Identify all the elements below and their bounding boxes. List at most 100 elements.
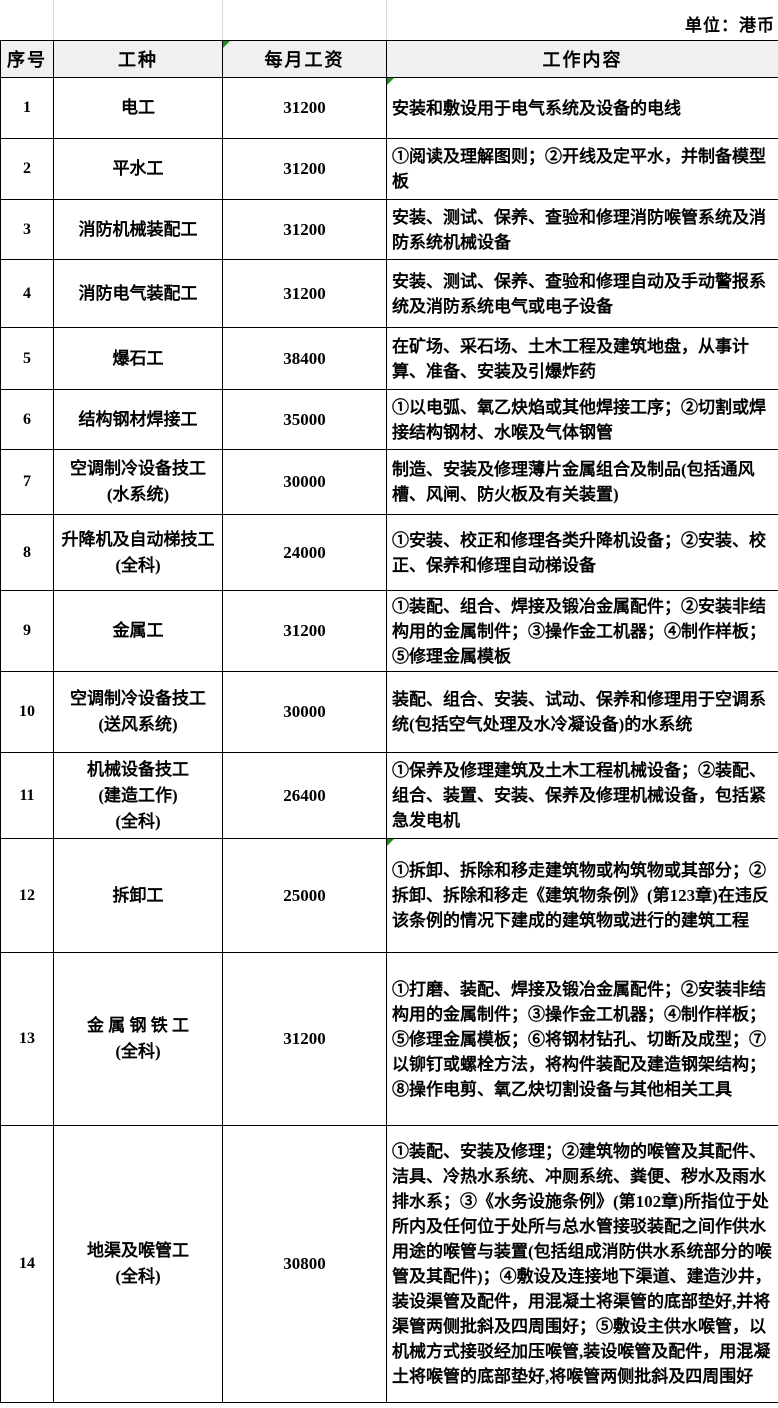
row-wage-cell[interactable]: 31200 bbox=[222, 138, 387, 200]
row-duties-cell[interactable]: 在矿场、采石场、土木工程及建筑地盘，从事计算、准备、安装及引爆炸药 bbox=[386, 327, 778, 390]
row-wage-cell-text: 31200 bbox=[283, 98, 326, 117]
row-trade-cell-text: 地渠及喉管工 (全科) bbox=[87, 1241, 189, 1286]
row-wage-cell-text: 30000 bbox=[283, 702, 326, 721]
row-wage-cell-text: 30800 bbox=[283, 1254, 326, 1273]
row-duties-cell[interactable]: ①阅读及理解图则；②开线及定平水，并制备模型板 bbox=[386, 138, 778, 200]
row-wage-cell[interactable]: 31200 bbox=[222, 199, 387, 260]
row-wage-cell[interactable]: 25000 bbox=[222, 838, 387, 953]
row-trade-cell-text: 金 属 钢 铁 工 (全科) bbox=[87, 1016, 189, 1061]
row-seq-cell-text: 12 bbox=[19, 886, 35, 904]
row-trade-cell-text: 消防机械装配工 bbox=[78, 219, 198, 239]
row-wage-cell[interactable]: 24000 bbox=[222, 514, 387, 591]
row-seq-cell-text: 6 bbox=[23, 410, 31, 428]
row-trade-cell[interactable]: 空调制冷设备技工 (水系统) bbox=[53, 449, 223, 515]
row-trade-cell[interactable]: 空调制冷设备技工 (送风系统) bbox=[53, 671, 223, 753]
row-seq-cell[interactable]: 8 bbox=[0, 514, 54, 591]
row-wage-cell[interactable]: 30000 bbox=[222, 671, 387, 753]
row-duties-cell[interactable]: ①安装、校正和修理各类升降机设备；②安装、校正、保养和修理自动梯设备 bbox=[386, 514, 778, 591]
row-duties-cell[interactable]: 安装、测试、保养、查验和修理自动及手动警报系统及消防系统电气或电子设备 bbox=[386, 259, 778, 328]
row-trade-cell[interactable]: 爆石工 bbox=[53, 327, 223, 390]
row-seq-cell[interactable]: 11 bbox=[0, 752, 54, 839]
header-cell-trade[interactable]: 工种 bbox=[53, 40, 223, 78]
row-duties-cell[interactable]: 安装、测试、保养、查验和修理消防喉管系统及消防系统机械设备 bbox=[386, 199, 778, 260]
row-wage-cell-text: 38400 bbox=[283, 348, 326, 368]
row-seq-cell[interactable]: 2 bbox=[0, 138, 54, 200]
row-duties-cell[interactable]: ①装配、组合、焊接及锻冶金属配件；②安装非结构用的金属制件；③操作金工机器；④制… bbox=[386, 590, 778, 672]
row-trade-cell[interactable]: 结构钢材焊接工 bbox=[53, 389, 223, 450]
row-wage-cell[interactable]: 31200 bbox=[222, 590, 387, 672]
row-wage-cell[interactable]: 31200 bbox=[222, 259, 387, 328]
row-trade-cell[interactable]: 地渠及喉管工 (全科) bbox=[53, 1125, 223, 1403]
table-row: 3 消防机械装配工 31200 安装、测试、保养、查验和修理消防喉管系统及消防系统机械… bbox=[0, 199, 778, 260]
row-seq-cell[interactable]: 1 bbox=[0, 77, 54, 139]
row-trade-cell-text: 金属工 bbox=[112, 621, 164, 640]
row-seq-cell[interactable]: 14 bbox=[0, 1125, 54, 1403]
row-duties-cell[interactable]: ①以电弧、氧乙炔焰或其他焊接工序；②切割或焊接结构钢材、水喉及气体钢管 bbox=[386, 389, 778, 450]
row-wage-cell-text: 35000 bbox=[283, 409, 326, 429]
row-seq-cell-text: 1 bbox=[23, 99, 31, 116]
row-trade-cell[interactable]: 消防电气装配工 bbox=[53, 259, 223, 328]
row-seq-cell[interactable]: 10 bbox=[0, 671, 54, 753]
row-seq-cell[interactable]: 12 bbox=[0, 838, 54, 953]
header-label: 工作内容 bbox=[542, 50, 623, 70]
row-trade-cell[interactable]: 消防机械装配工 bbox=[53, 199, 223, 260]
row-seq-cell[interactable]: 6 bbox=[0, 389, 54, 450]
row-seq-cell[interactable]: 7 bbox=[0, 449, 54, 515]
row-trade-cell-text: 空调制冷设备技工 (水系统) bbox=[70, 459, 206, 504]
row-trade-cell-text: 拆卸工 bbox=[112, 885, 164, 905]
row-wage-cell[interactable]: 30000 bbox=[222, 449, 387, 515]
row-seq-cell-text: 9 bbox=[23, 622, 31, 639]
row-seq-cell[interactable]: 4 bbox=[0, 259, 54, 328]
row-duties-cell[interactable]: ①打磨、装配、焊接及锻冶金属配件；②安装非结构用的金属制件；③操作金工机器；④制… bbox=[386, 952, 778, 1126]
row-seq-cell[interactable]: 5 bbox=[0, 327, 54, 390]
row-trade-cell[interactable]: 电工 bbox=[53, 77, 223, 139]
row-duties-cell[interactable]: 制造、安装及修理薄片金属组合及制品(包括通风槽、风闸、防火板及有关装置) bbox=[386, 449, 778, 515]
row-seq-cell[interactable]: 3 bbox=[0, 199, 54, 260]
table-row: 10 空调制冷设备技工 (送风系统) 30000 装配、组合、安装、试动、保养和修理用… bbox=[0, 671, 778, 753]
wage-table: 序号 工种 每月工资 工作内容 1 电工 31200 安装和敷设用于电气系统及设备的电… bbox=[0, 40, 778, 1403]
row-seq-cell-text: 10 bbox=[19, 703, 35, 720]
cell-error-indicator-icon bbox=[387, 78, 394, 85]
row-duties-cell[interactable]: 装配、组合、安装、试动、保养和修理用于空调系统(包括空气处理及水冷凝设备)的水系… bbox=[386, 671, 778, 753]
table-row: 8 升降机及自动梯技工 (全科) 24000 ①安装、校正和修理各类升降机设备；②安装… bbox=[0, 514, 778, 591]
row-wage-cell[interactable]: 35000 bbox=[222, 389, 387, 450]
row-wage-cell[interactable]: 31200 bbox=[222, 77, 387, 139]
row-trade-cell[interactable]: 金属工 bbox=[53, 590, 223, 672]
row-wage-cell[interactable]: 31200 bbox=[222, 952, 387, 1126]
row-duties-cell-text: 安装、测试、保养、查验和修理消防喉管系统及消防系统机械设备 bbox=[392, 207, 766, 252]
sheet-top-area: 单位：港币 bbox=[0, 0, 778, 40]
row-trade-cell-text: 平水工 bbox=[112, 159, 164, 178]
row-trade-cell[interactable]: 机械设备技工 (建造工作) (全科) bbox=[53, 752, 223, 839]
row-duties-cell[interactable]: ①装配、安装及修理；②建筑物的喉管及其配件、洁具、冷热水系统、冲厕系统、粪便、秽… bbox=[386, 1125, 778, 1403]
table-row: 9 金属工 31200 ①装配、组合、焊接及锻冶金属配件；②安装非结构用的金属制件；③… bbox=[0, 590, 778, 672]
row-seq-cell[interactable]: 9 bbox=[0, 590, 54, 672]
row-duties-cell-text: ①装配、组合、焊接及锻冶金属配件；②安装非结构用的金属制件；③操作金工机器；④制… bbox=[392, 596, 766, 666]
row-wage-cell[interactable]: 30800 bbox=[222, 1125, 387, 1403]
row-duties-cell[interactable]: 安装和敷设用于电气系统及设备的电线 bbox=[386, 77, 778, 139]
row-trade-cell[interactable]: 平水工 bbox=[53, 138, 223, 200]
row-seq-cell-text: 8 bbox=[23, 543, 31, 561]
row-wage-cell[interactable]: 38400 bbox=[222, 327, 387, 390]
row-trade-cell[interactable]: 拆卸工 bbox=[53, 838, 223, 953]
row-wage-cell-text: 31200 bbox=[283, 159, 326, 178]
row-duties-cell[interactable]: ①保养及修理建筑及土木工程机械设备；②装配、组合、装置、安装、保养及修理机械设备… bbox=[386, 752, 778, 839]
row-wage-cell-text: 24000 bbox=[283, 542, 326, 562]
row-wage-cell[interactable]: 26400 bbox=[222, 752, 387, 839]
header-cell-seq[interactable]: 序号 bbox=[0, 40, 54, 78]
row-trade-cell[interactable]: 金 属 钢 铁 工 (全科) bbox=[53, 952, 223, 1126]
row-trade-cell-text: 结构钢材焊接工 bbox=[78, 409, 198, 429]
header-label: 每月工资 bbox=[264, 50, 345, 70]
row-duties-cell[interactable]: ①拆卸、拆除和移走建筑物或构筑物或其部分；②拆卸、拆除和移走《建筑物条例》(第1… bbox=[386, 838, 778, 953]
row-trade-cell[interactable]: 升降机及自动梯技工 (全科) bbox=[53, 514, 223, 591]
row-trade-cell-text: 爆石工 bbox=[112, 348, 164, 368]
header-cell-wage[interactable]: 每月工资 bbox=[222, 40, 387, 78]
row-wage-cell-text: 31200 bbox=[283, 283, 326, 303]
header-label: 工种 bbox=[118, 50, 158, 70]
unit-label[interactable]: 单位：港币 bbox=[685, 16, 775, 35]
row-trade-cell-text: 消防电气装配工 bbox=[78, 283, 198, 303]
table-row: 1 电工 31200 安装和敷设用于电气系统及设备的电线 bbox=[0, 77, 778, 139]
row-seq-cell[interactable]: 13 bbox=[0, 952, 54, 1126]
row-seq-cell-text: 5 bbox=[23, 349, 31, 367]
header-cell-duties[interactable]: 工作内容 bbox=[386, 40, 778, 78]
row-seq-cell-text: 11 bbox=[19, 786, 35, 804]
